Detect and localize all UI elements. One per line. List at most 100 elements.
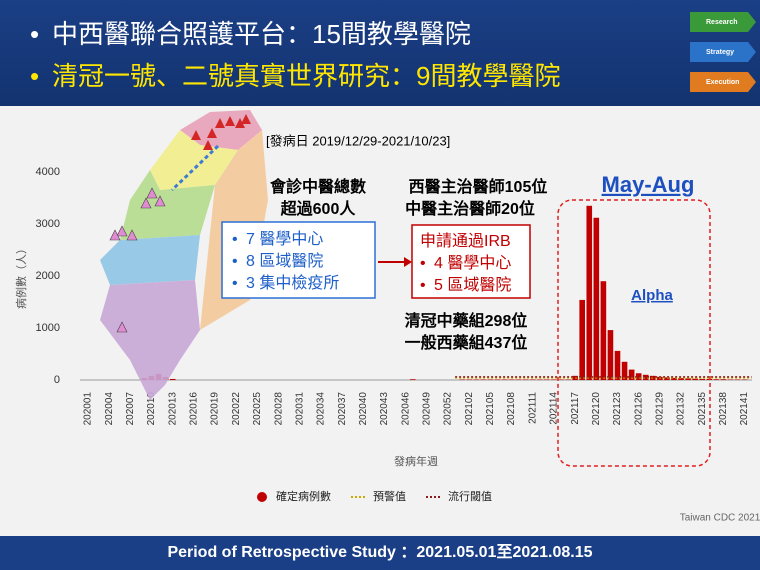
- bar: [720, 379, 727, 380]
- bar: [713, 379, 720, 380]
- source: Taiwan CDC 2021: [680, 513, 760, 524]
- icon-label: Strategy: [706, 49, 734, 56]
- bar: [586, 205, 593, 380]
- x-tick-label: 202025: [252, 392, 263, 426]
- box-title: 申請通過IRB: [420, 232, 511, 250]
- header-band: [0, 0, 760, 106]
- bar: [565, 379, 571, 380]
- annotation: 一般西藥組437位: [405, 333, 528, 352]
- y-tick-label: 4000: [36, 166, 60, 178]
- bar: [522, 379, 529, 380]
- bar: [628, 369, 635, 380]
- x-tick-label: 202034: [316, 392, 327, 426]
- x-tick-label: 202001: [83, 392, 94, 426]
- x-tick-label: 202120: [591, 392, 602, 426]
- plot: 0 1000 2000 3000 4000 202001 202004 202007 20201…: [36, 166, 752, 425]
- list-item: 8 區域醫院: [246, 252, 323, 270]
- svg-text:•: •: [232, 253, 238, 270]
- x-tick-label: 202111: [527, 392, 538, 424]
- bar: [473, 379, 480, 380]
- x-tick-label: 202031: [294, 392, 305, 426]
- annotation: 超過600人: [280, 199, 357, 218]
- x-tick-label: 202102: [464, 392, 475, 426]
- bar: [607, 330, 614, 380]
- arrow-head: [404, 257, 412, 267]
- bar: [529, 379, 536, 380]
- bar: [593, 217, 600, 380]
- x-tick-label: 202114: [549, 392, 560, 425]
- triangles: [191, 114, 251, 150]
- annotation: [發病日 2019/12/29-2021/10/23]: [266, 133, 450, 148]
- bar: [727, 379, 734, 380]
- bar: [642, 374, 649, 380]
- icon-label: Execution: [706, 79, 739, 86]
- list-item: 7 醫學中心: [246, 230, 323, 248]
- annotation: 會診中醫總數: [269, 177, 366, 196]
- x-tick-label: 202123: [612, 392, 623, 426]
- footer: Period of Retrospective Study ：2021.05.0…: [167, 543, 592, 561]
- bar: [621, 361, 628, 380]
- x-tick-label: 202117: [570, 392, 581, 425]
- legend-label: 預警值: [373, 489, 406, 503]
- icons: Research Strategy Execution: [690, 12, 756, 92]
- triangles: [109, 187, 166, 333]
- list-item: 3 集中檢疫所: [246, 274, 339, 292]
- x-tick-label: 202049: [422, 392, 433, 426]
- x-tick-label: 202046: [400, 392, 411, 426]
- bullet: •: [30, 61, 39, 91]
- y-tick-label: 1000: [36, 322, 60, 334]
- x-tick-label: 202040: [358, 392, 369, 426]
- annotation: Alpha: [631, 287, 673, 304]
- x-tick-label: 202135: [697, 392, 708, 426]
- x-tick-label: 202022: [231, 392, 242, 426]
- arrow: [170, 144, 220, 192]
- x-tick-label: 202132: [676, 392, 687, 426]
- box: [411, 224, 531, 299]
- legend-label: 流行閾值: [448, 489, 492, 503]
- header-line: 清冠一號、二號真實世界研究：9間教學醫院: [52, 61, 560, 91]
- bar: [494, 379, 501, 380]
- bar: [685, 378, 691, 380]
- bar: [515, 379, 522, 380]
- x-tick-label: 202108: [506, 392, 517, 426]
- bar: [480, 379, 487, 380]
- bar: [544, 379, 550, 380]
- x-tick-label: 202129: [655, 392, 666, 426]
- x-tick-label: 202105: [485, 392, 496, 426]
- x-tick-label: 202013: [167, 392, 178, 426]
- legend-label: 確定病例數: [276, 489, 331, 503]
- svg-text:•: •: [232, 275, 238, 292]
- legend-swatch: [257, 492, 267, 502]
- bar: [664, 377, 670, 380]
- bar: [741, 379, 748, 380]
- icon: [690, 72, 756, 92]
- annotation: 中醫主治醫師20位: [405, 199, 535, 218]
- box-list: • 7 醫學中心 • 8 區域醫院 • 3 集中檢疫所: [232, 230, 339, 292]
- list-item: 4 醫學中心: [434, 254, 511, 272]
- x-tick-label: 202019: [210, 392, 221, 426]
- x-tick-label: 202007: [125, 392, 136, 426]
- x-tick-label: 202141: [739, 392, 750, 426]
- bar: [508, 379, 515, 380]
- bar: [635, 373, 642, 380]
- bar: [692, 378, 698, 380]
- bullet: •: [30, 19, 39, 49]
- bar: [487, 379, 494, 380]
- y-tick-label: 0: [54, 374, 60, 386]
- legend: 確定病例數 預警值 流行閾值: [257, 489, 492, 503]
- bar: [459, 379, 465, 380]
- annotation: May-Aug: [602, 172, 695, 197]
- bar: [169, 378, 176, 380]
- list-item: 5 區域醫院: [434, 276, 511, 294]
- map-region: [150, 130, 238, 190]
- bar: [734, 379, 741, 380]
- bar: [614, 350, 621, 380]
- bar: [466, 379, 473, 380]
- x-tick-label: 202016: [189, 392, 200, 426]
- bar: [409, 379, 416, 380]
- map-region: [100, 280, 200, 400]
- box: [221, 221, 376, 299]
- x-tick-label: 202037: [337, 392, 348, 426]
- bar: [579, 299, 585, 380]
- bar: [671, 377, 677, 380]
